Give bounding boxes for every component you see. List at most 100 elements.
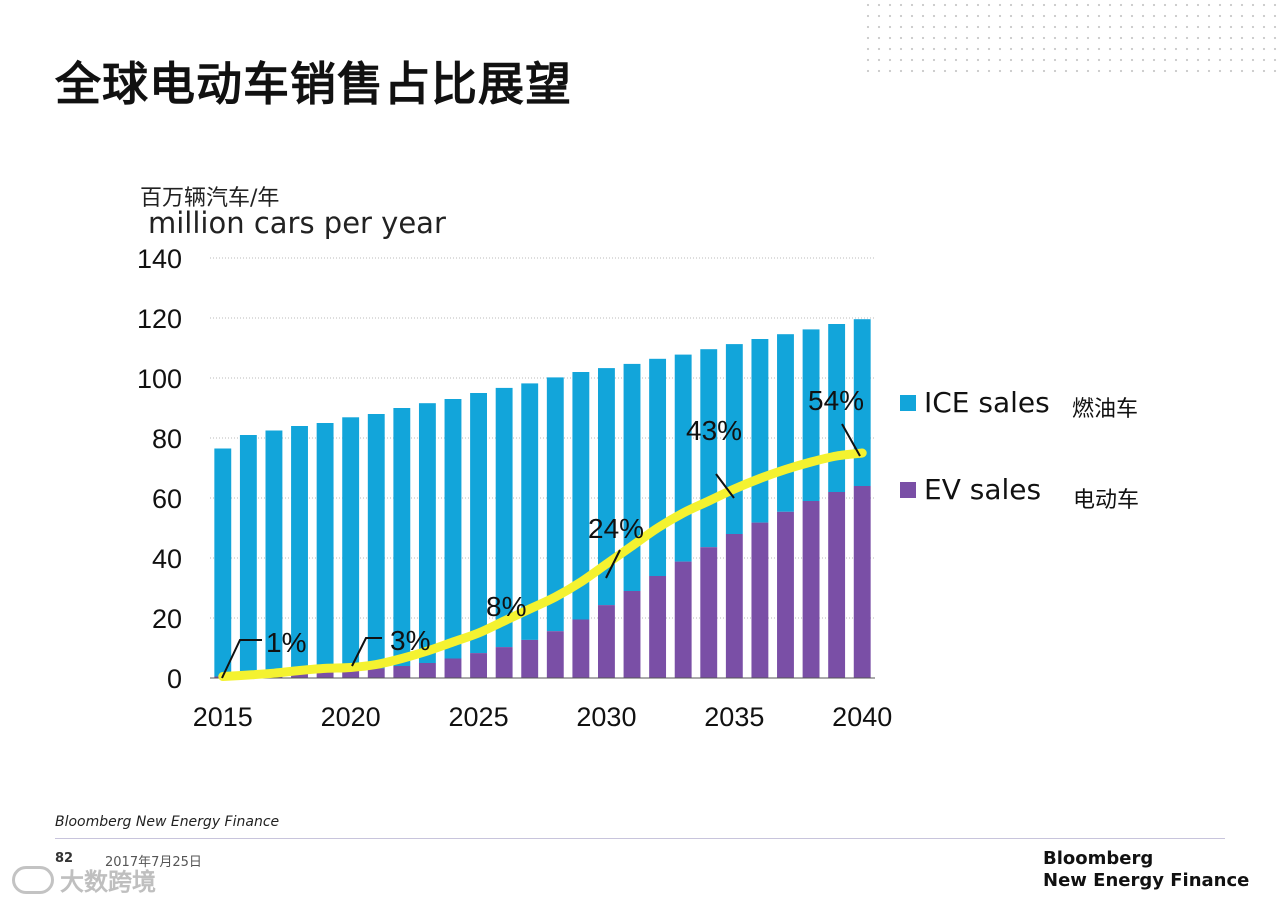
decorative-dot: [943, 36, 947, 40]
decorative-dot: [954, 58, 958, 62]
decorative-dot: [1108, 36, 1112, 40]
bar-ev-2031: [623, 591, 641, 678]
decorative-dot: [910, 47, 914, 51]
decorative-dot: [1273, 36, 1277, 40]
decorative-dot: [1075, 69, 1079, 73]
decorative-dot: [899, 3, 903, 7]
decorative-dot: [910, 58, 914, 62]
decorative-dot: [1097, 14, 1101, 18]
decorative-dot: [1251, 25, 1255, 29]
decorative-dot: [943, 3, 947, 7]
decorative-dot: [932, 47, 936, 51]
decorative-dot: [1262, 69, 1266, 73]
decorative-dot: [932, 25, 936, 29]
decorative-dot: [1097, 58, 1101, 62]
decorative-dot: [910, 14, 914, 18]
decorative-dot: [1174, 69, 1178, 73]
decorative-dot: [1174, 25, 1178, 29]
decorative-dot: [1262, 47, 1266, 51]
decorative-dot: [1152, 36, 1156, 40]
decorative-dot: [1196, 14, 1200, 18]
brand-line-2: New Energy Finance: [1043, 870, 1250, 891]
decorative-dot: [866, 25, 870, 29]
bar-ev-2036: [751, 522, 769, 678]
decorative-dot: [1020, 3, 1024, 7]
watermark-logo-icon: [12, 865, 54, 894]
decorative-dot: [1009, 36, 1013, 40]
source-note: Bloomberg New Energy Finance: [55, 814, 280, 830]
bar-ice-2023: [418, 403, 436, 663]
decorative-dot: [1119, 3, 1123, 7]
decorative-dot-pattern: [866, 3, 1277, 73]
decorative-dot: [1240, 36, 1244, 40]
decorative-dot: [1031, 58, 1035, 62]
decorative-dot: [965, 69, 969, 73]
decorative-dot: [976, 47, 980, 51]
bar-ev-2025: [470, 653, 487, 678]
decorative-dot: [965, 47, 969, 51]
decorative-dot: [1163, 36, 1167, 40]
decorative-dot: [1174, 14, 1178, 18]
decorative-dot: [954, 47, 958, 51]
bar-ice-2024: [444, 399, 462, 659]
decorative-dot: [1218, 14, 1222, 18]
decorative-dot: [1152, 69, 1156, 73]
decorative-dot: [921, 3, 925, 7]
decorative-dot: [1097, 69, 1101, 73]
decorative-dot: [921, 58, 925, 62]
decorative-dot: [1020, 25, 1024, 29]
decorative-dot: [943, 69, 947, 73]
x-tick-label: 2015: [193, 702, 253, 732]
decorative-dot: [1053, 25, 1057, 29]
bar-ice-2021: [367, 414, 385, 669]
decorative-dot: [943, 58, 947, 62]
decorative-dot: [1152, 3, 1156, 7]
decorative-dot: [1130, 69, 1134, 73]
bar-ice-2025: [470, 393, 487, 654]
decorative-dot: [965, 36, 969, 40]
decorative-dot: [987, 3, 991, 7]
decorative-dot: [1240, 3, 1244, 7]
decorative-dot: [1218, 36, 1222, 40]
bar-ice-2019: [316, 423, 334, 672]
decorative-dot: [1251, 14, 1255, 18]
decorative-dot: [1064, 3, 1068, 7]
decorative-dot: [1042, 14, 1046, 18]
decorative-dot: [1053, 58, 1057, 62]
decorative-dot: [921, 25, 925, 29]
decorative-dot: [910, 3, 914, 7]
decorative-dot: [1141, 36, 1145, 40]
decorative-dot: [1163, 47, 1167, 51]
decorative-dot: [954, 25, 958, 29]
decorative-dot: [1108, 47, 1112, 51]
decorative-dot: [1229, 14, 1233, 18]
decorative-dot: [1086, 47, 1090, 51]
decorative-dot: [1196, 69, 1200, 73]
decorative-dot: [1053, 14, 1057, 18]
decorative-dot: [1009, 47, 1013, 51]
decorative-dot: [1273, 58, 1277, 62]
decorative-dot: [1240, 25, 1244, 29]
decorative-dot: [1163, 25, 1167, 29]
decorative-dot: [932, 69, 936, 73]
legend-ev-chinese: 电动车: [1073, 488, 1140, 513]
ev-share-line: [218, 448, 867, 681]
decorative-dot: [1108, 69, 1112, 73]
decorative-dot: [1262, 14, 1266, 18]
watermark-text: 大数跨境: [60, 868, 156, 896]
decorative-dot: [965, 14, 969, 18]
bar-ice-2029: [572, 372, 590, 620]
decorative-dot: [1042, 58, 1046, 62]
decorative-dot: [987, 14, 991, 18]
decorative-dot: [1273, 3, 1277, 7]
decorative-dot: [1064, 14, 1068, 18]
decorative-dot: [965, 58, 969, 62]
decorative-dot: [1086, 3, 1090, 7]
x-tick-label: 2025: [449, 702, 509, 732]
decorative-dot: [1031, 36, 1035, 40]
decorative-dot: [1042, 47, 1046, 51]
decorative-dot: [1163, 58, 1167, 62]
decorative-dot: [1207, 25, 1211, 29]
decorative-dot: [1031, 14, 1035, 18]
